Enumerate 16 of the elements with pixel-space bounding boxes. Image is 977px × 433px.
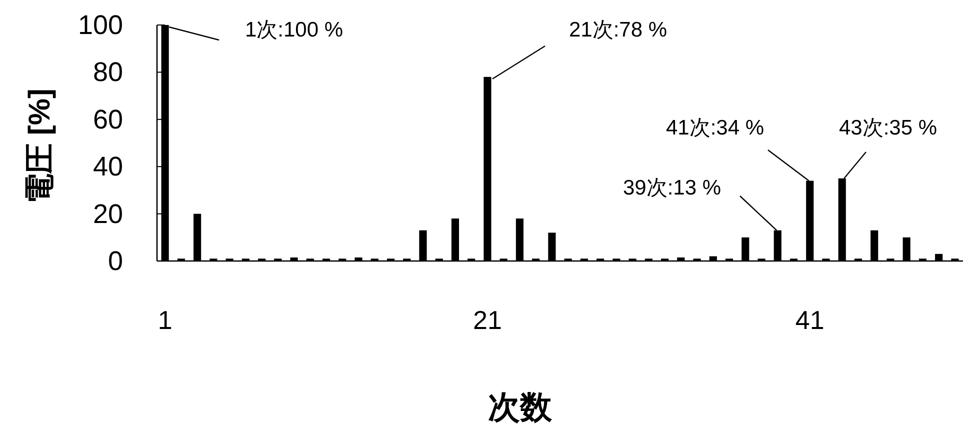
annotation: 41次:34 % [666,116,764,140]
x-tick-label: 41 [795,305,824,335]
x-axis-title: 次数 [488,389,553,425]
y-tick-label: 80 [92,57,123,88]
x-tick-label: 1 [158,305,172,335]
y-tick-label: 40 [92,152,123,182]
x-tick-label: 21 [473,305,502,335]
annotation: 43次:35 % [838,116,938,140]
annotation: 39次:13 % [622,176,722,200]
y-axis-title: 電圧 [%] [24,88,56,204]
y-tick-label: 20 [92,198,123,229]
annotation: 21次:78 % [568,18,668,42]
annotation: 1次:100 % [244,18,344,42]
y-tick-label: 0 [108,246,123,276]
y-tick-label: 60 [92,104,123,134]
y-tick-label: 100 [78,10,123,40]
